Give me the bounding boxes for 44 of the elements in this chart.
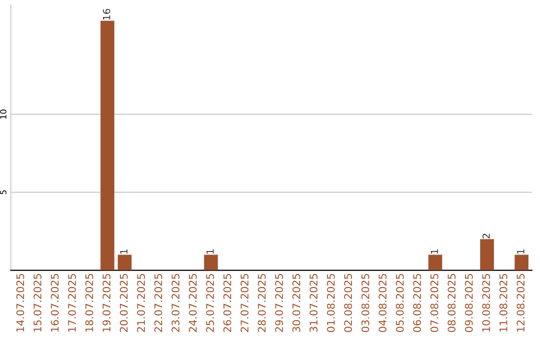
x-tick-label: 26.07.2025 [223, 274, 232, 332]
x-tick-label: 12.08.2025 [516, 274, 525, 332]
x-tick-label: 30.07.2025 [292, 274, 300, 332]
bar [100, 20, 114, 270]
x-tick-label: 20.07.2025 [120, 274, 128, 332]
x-tick-label: 10.08.2025 [482, 274, 490, 332]
data-label: 1 [206, 249, 214, 254]
x-tick-label: 19.07.2025 [102, 274, 110, 332]
bar [204, 254, 218, 270]
x-tick-label: 28.07.2025 [258, 274, 266, 332]
x-tick-label: 29.07.2025 [275, 274, 283, 332]
data-label: 1 [120, 249, 128, 254]
x-tick-label: 11.08.2025 [499, 274, 508, 332]
bar [428, 254, 442, 270]
x-tick-label: 14.07.2025 [16, 274, 24, 332]
x-tick-label: 15.07.2025 [34, 274, 42, 332]
x-tick-label: 16.07.2025 [50, 274, 59, 332]
x-tick-label: 07.08.2025 [430, 274, 438, 332]
y-tick-label: 5 [0, 190, 6, 194]
x-tick-label: 02.08.2025 [344, 274, 352, 332]
x-tick-label: 31.07.2025 [310, 274, 318, 332]
x-tick-label: 17.07.2025 [68, 274, 76, 332]
x-tick-label: 04.08.2025 [378, 274, 387, 332]
x-tick-label: 05.08.2025 [396, 274, 404, 332]
y-tick-label: 10 [0, 110, 6, 119]
x-tick-label: 09.08.2025 [464, 274, 473, 332]
x-tick-label: 21.07.2025 [137, 274, 145, 332]
x-tick-label: 24.07.2025 [188, 274, 197, 332]
bar [118, 254, 132, 270]
x-tick-label: 18.07.2025 [85, 274, 94, 332]
bar [514, 254, 528, 270]
x-tick-label: 06.08.2025 [413, 274, 422, 332]
x-tick-label: 27.07.2025 [240, 274, 248, 332]
x-tick-label: 08.08.2025 [448, 274, 456, 332]
x-tick-label: 03.08.2025 [361, 274, 370, 332]
data-label: 2 [482, 234, 490, 238]
data-label: 1 [430, 249, 438, 254]
x-tick-label: 22.07.2025 [154, 274, 162, 332]
bar [480, 239, 494, 270]
data-label: 16 [102, 8, 110, 20]
data-label: 1 [517, 249, 524, 254]
x-tick-label: 23.07.2025 [172, 274, 180, 332]
x-tick-label: 25.07.2025 [206, 274, 214, 332]
x-tick-label: 01.08.2025 [326, 274, 335, 332]
